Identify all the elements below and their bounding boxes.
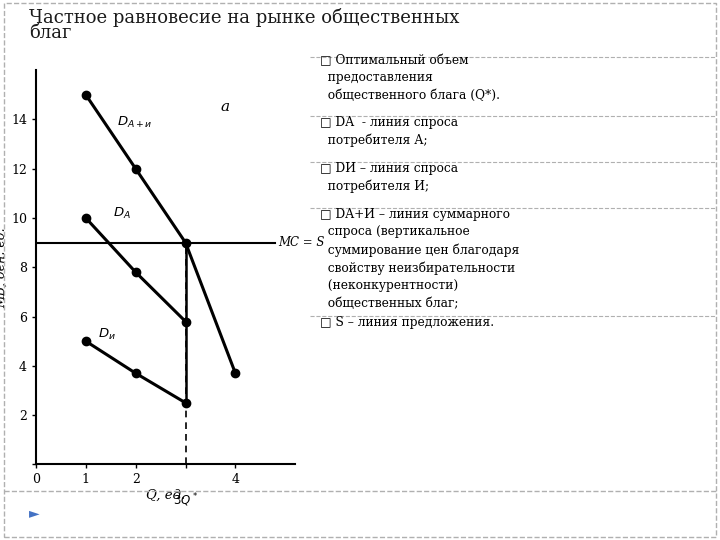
- Text: Частное равновесие на рынке общественных: Частное равновесие на рынке общественных: [29, 8, 459, 27]
- Text: $3Q^*$: $3Q^*$: [173, 491, 198, 509]
- Text: □ S – линия предложения.: □ S – линия предложения.: [320, 316, 495, 329]
- Text: □ DA  - линия спроса
  потребителя А;: □ DA - линия спроса потребителя А;: [320, 116, 459, 147]
- Text: $D_{A + и}$: $D_{A + и}$: [117, 114, 153, 130]
- Text: MC = S: MC = S: [278, 236, 324, 249]
- Text: $D_{и}$: $D_{и}$: [99, 326, 116, 341]
- Text: □ Оптимальный объем
  предоставления
  общественного блага (Q*).: □ Оптимальный объем предоставления общес…: [320, 54, 500, 102]
- Text: □ DИ – линия спроса
  потребителя И;: □ DИ – линия спроса потребителя И;: [320, 162, 459, 193]
- X-axis label: Q, ед.: Q, ед.: [146, 489, 185, 502]
- Text: a: a: [220, 100, 230, 114]
- Text: □ DA+И – линия суммарного
  спроса (вертикальное
  суммирование цен благодаря
  : □ DA+И – линия суммарного спроса (вертик…: [320, 208, 520, 310]
- Y-axis label: МВ, ден. ед.: МВ, ден. ед.: [0, 227, 8, 308]
- Text: ►: ►: [29, 506, 40, 520]
- Text: благ: благ: [29, 24, 71, 42]
- Text: $D_A$: $D_A$: [113, 206, 131, 221]
